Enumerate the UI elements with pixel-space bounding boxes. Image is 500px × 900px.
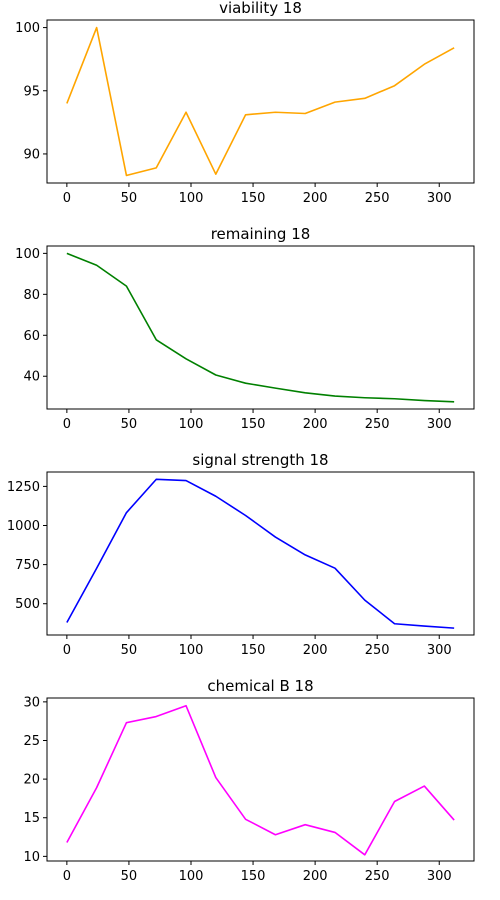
series-line [67,253,454,401]
y-tick-label: 1250 [7,480,40,495]
series-line [67,479,454,628]
x-tick-label: 200 [303,191,328,206]
chart-3: signal strength 18 0 50 100 150 200 250 300 500 7… [7,451,474,658]
x-tick-label: 250 [365,869,390,884]
y-tick-label: 30 [23,695,40,710]
chart-2: remaining 18 0 50 100 150 200 250 300 40 60 80 100 [15,225,474,432]
x-tick-label: 0 [63,191,71,206]
x-tick-label: 50 [121,869,138,884]
x-tick-label: 250 [365,417,390,432]
x-tick-label: 0 [63,869,71,884]
plot-frame [47,698,474,861]
y-tick-label: 95 [23,84,40,99]
x-tick-label: 200 [303,643,328,658]
y-tick-label: 1000 [7,519,40,534]
y-tick-label: 60 [23,329,40,344]
x-tick-label: 0 [63,417,71,432]
chart-title: viability 18 [219,0,302,17]
series-line [67,28,454,176]
y-tick-label: 500 [15,597,40,612]
x-tick-label: 150 [241,191,266,206]
x-tick-label: 300 [427,643,452,658]
plot-frame [47,246,474,409]
x-tick-label: 150 [241,417,266,432]
y-tick-label: 20 [23,773,40,788]
y-tick-label: 90 [23,147,40,162]
x-tick-label: 250 [365,191,390,206]
x-tick-label: 300 [427,417,452,432]
x-tick-label: 100 [179,643,204,658]
x-tick-label: 100 [179,869,204,884]
x-tick-label: 200 [303,417,328,432]
x-tick-label: 300 [427,869,452,884]
chart-title: chemical B 18 [207,677,313,695]
y-tick-label: 100 [15,21,40,36]
x-tick-label: 100 [179,191,204,206]
y-tick-label: 750 [15,558,40,573]
y-tick-label: 100 [15,247,40,262]
x-tick-label: 150 [241,869,266,884]
series-line [67,706,454,855]
chart-4: chemical B 18 0 50 100 150 200 250 300 10 15 20 25 3… [23,677,474,884]
plot-frame [47,472,474,635]
chart-1: viability 18 0 50 100 150 200 250 300 90 95 100 [15,0,474,206]
x-tick-label: 200 [303,869,328,884]
y-tick-label: 80 [23,288,40,303]
y-tick-label: 15 [23,811,40,826]
y-tick-label: 10 [23,850,40,865]
y-tick-label: 25 [23,734,40,749]
x-tick-label: 0 [63,643,71,658]
chart-title: remaining 18 [211,225,311,243]
x-tick-label: 50 [121,191,138,206]
x-tick-label: 150 [241,643,266,658]
y-tick-label: 40 [23,370,40,385]
x-tick-label: 250 [365,643,390,658]
x-tick-label: 50 [121,417,138,432]
x-tick-label: 300 [427,191,452,206]
x-tick-label: 100 [179,417,204,432]
chart-title: signal strength 18 [192,451,328,469]
x-tick-label: 50 [121,643,138,658]
